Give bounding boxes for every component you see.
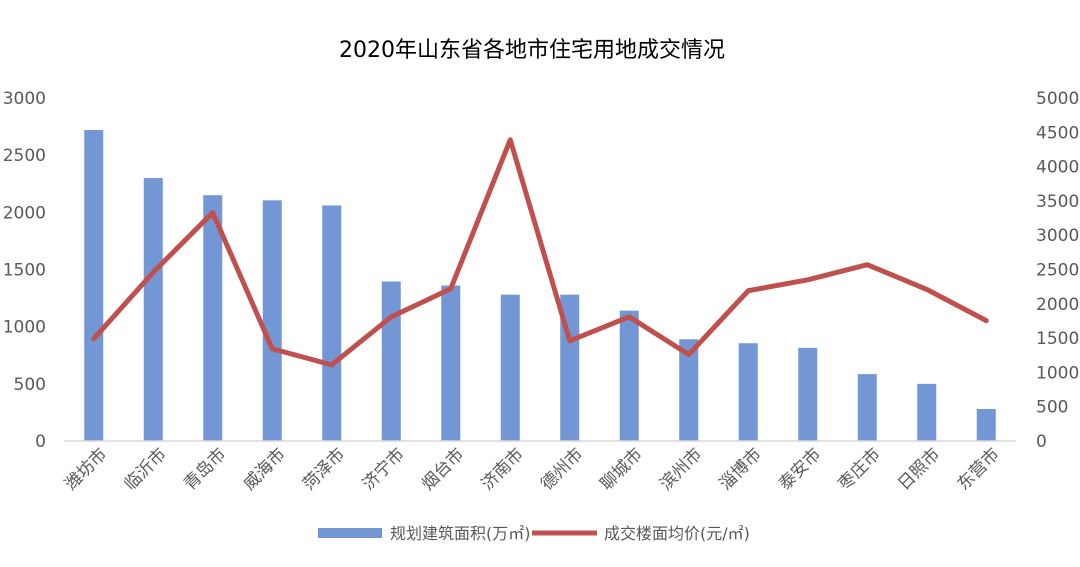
right-tick-label: 4000 (1036, 158, 1079, 178)
bar (262, 200, 282, 441)
category-label: 潍坊市 (61, 444, 111, 494)
bar (500, 294, 520, 441)
left-tick-label: 2500 (3, 146, 46, 166)
category-label: 济宁市 (359, 444, 409, 494)
category-label: 淄博市 (716, 444, 766, 494)
bar (143, 178, 163, 442)
category-label: 聊城市 (597, 444, 647, 494)
legend-bar-label: 规划建筑面积(万㎡) (390, 524, 531, 543)
bar (381, 281, 401, 441)
right-axis: 0 500 1000 1500 2000 2500 3000 3500 4000 4500 5000 (1036, 89, 1079, 452)
left-tick-label: 500 (14, 375, 46, 395)
category-label: 滨州市 (656, 444, 706, 494)
right-tick-label: 5000 (1036, 89, 1079, 109)
right-tick-label: 2000 (1036, 295, 1079, 315)
right-tick-label: 4500 (1036, 123, 1079, 143)
legend: 规划建筑面积(万㎡) 成交楼面均价(元/㎡) (318, 524, 750, 543)
legend-bar-swatch (318, 528, 382, 538)
category-label: 日照市 (894, 444, 944, 494)
legend-line-label: 成交楼面均价(元/㎡) (604, 524, 750, 543)
right-tick-label: 1500 (1036, 329, 1079, 349)
left-tick-label: 2000 (3, 203, 46, 223)
right-tick-label: 0 (1036, 432, 1047, 452)
bar (917, 383, 937, 441)
bar (322, 205, 342, 441)
category-label: 威海市 (240, 444, 290, 494)
right-tick-label: 500 (1036, 398, 1068, 418)
bar (203, 195, 223, 441)
category-label: 临沂市 (121, 444, 171, 494)
left-tick-label: 1000 (3, 318, 46, 338)
bar (679, 339, 699, 441)
category-label: 东营市 (954, 444, 1004, 494)
bar (798, 347, 818, 441)
category-label: 菏泽市 (299, 444, 349, 494)
category-label: 济南市 (478, 444, 528, 494)
right-tick-label: 2500 (1036, 261, 1079, 281)
category-label: 泰安市 (775, 444, 825, 494)
line-series (91, 137, 989, 368)
category-label: 烟台市 (418, 444, 468, 494)
bar-series (84, 130, 996, 442)
chart-title: 2020年山东省各地市住宅用地成交情况 (339, 38, 725, 63)
left-axis: 0 500 1000 1500 2000 2500 3000 (3, 89, 46, 452)
bar (84, 130, 104, 441)
bar (857, 374, 877, 441)
category-label: 德州市 (537, 444, 587, 494)
left-tick-label: 3000 (3, 89, 46, 109)
right-tick-label: 3000 (1036, 226, 1079, 246)
bar (976, 408, 996, 441)
category-label: 青岛市 (180, 444, 230, 494)
category-label: 枣庄市 (835, 444, 885, 494)
right-tick-label: 1000 (1036, 363, 1079, 383)
left-tick-label: 1500 (3, 261, 46, 281)
bar (441, 285, 461, 441)
bar (738, 343, 758, 441)
right-tick-label: 3500 (1036, 192, 1079, 212)
x-axis-labels: 潍坊市 临沂市 青岛市 威海市 菏泽市 济宁市 烟台市 济南市 德州市 聊城市 滨州市 淄博市 泰安市枣… (61, 444, 1004, 494)
bar (619, 310, 639, 441)
left-tick-label: 0 (35, 432, 46, 452)
